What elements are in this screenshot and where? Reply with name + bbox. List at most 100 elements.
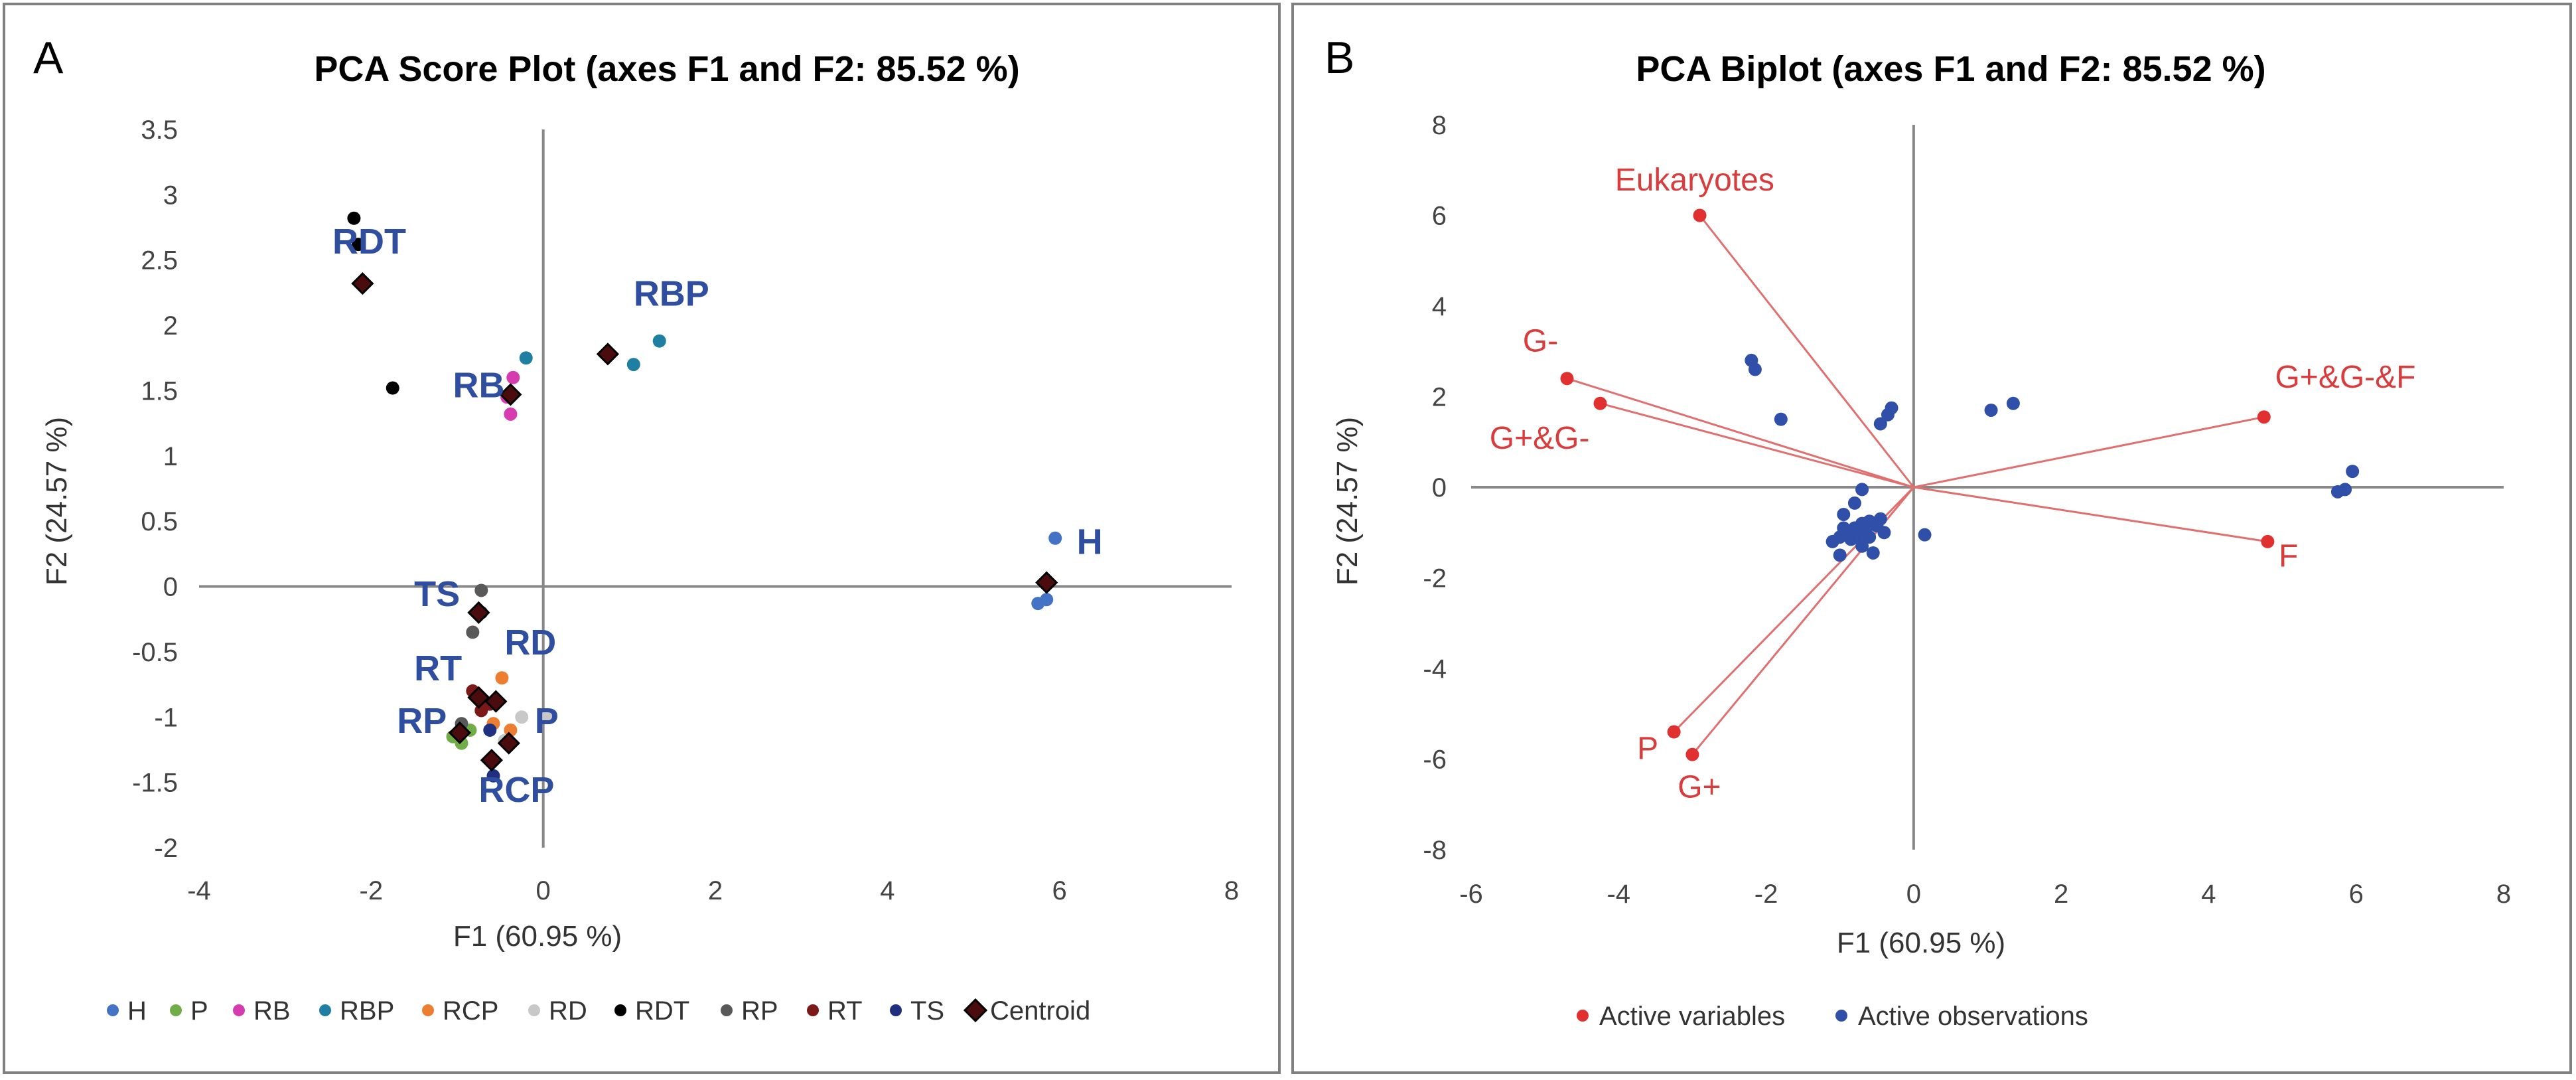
- legend-label: RBP: [340, 996, 394, 1026]
- legend-marker-ts: [890, 1004, 902, 1016]
- legend-label: RCP: [443, 996, 498, 1026]
- centroid-marker: [484, 690, 508, 713]
- centroid-marker: [1035, 571, 1058, 594]
- biplot-x-tick-label: -4: [1607, 880, 1630, 909]
- group-label: RB: [453, 365, 505, 405]
- score-y-tick-label: 3.5: [141, 116, 178, 145]
- score-y-tick-label: 1.5: [141, 376, 178, 406]
- observation-point: [1847, 496, 1861, 510]
- score-x-tick-label: 6: [1052, 876, 1067, 905]
- biplot-y-tick-label: -6: [1423, 745, 1447, 775]
- score-y-tick-label: 3: [163, 181, 178, 210]
- biplot-x-tick-label: 4: [2201, 880, 2216, 909]
- group-label: RCP: [478, 770, 554, 810]
- legend-label: RB: [253, 996, 291, 1026]
- score-y-tick-label: -2: [154, 834, 178, 863]
- legend-label: TS: [910, 996, 944, 1026]
- biplot-x-tick-label: 0: [1906, 880, 1921, 909]
- score-plot: -4 -2 0 2 4 6 83.532.521.510.50-0.5-1-1.5-2RDT…: [132, 116, 1239, 905]
- score-y-tick-label: 0.5: [141, 507, 178, 536]
- variable-vector: [1913, 486, 2268, 543]
- variable-vector: [1600, 402, 1914, 489]
- score-x-tick-label: -2: [360, 876, 384, 905]
- group-label: P: [535, 701, 559, 741]
- variable-label: P: [1637, 732, 1658, 767]
- biplot-x-tick-label: 6: [2349, 880, 2364, 909]
- observation-point: [1877, 526, 1891, 540]
- legend-marker-centroid: [963, 998, 988, 1023]
- panel-a-title: PCA Score Plot (axes F1 and F2: 85.52 %): [314, 49, 1019, 89]
- score-point-rb: [504, 407, 518, 421]
- variable-point: [1560, 372, 1574, 386]
- observation-point: [1837, 521, 1851, 535]
- score-y-tick-label: 0: [163, 573, 178, 602]
- centroid-marker: [480, 749, 503, 772]
- variable-point: [1593, 396, 1607, 410]
- centroid-marker: [448, 721, 472, 745]
- variable-point: [1693, 208, 1707, 222]
- observation-point: [1885, 401, 1898, 415]
- observation-point: [1918, 528, 1932, 542]
- centroid-marker: [467, 601, 490, 625]
- score-point-ts: [483, 723, 497, 737]
- score-point-rbp: [652, 334, 666, 348]
- centroid-marker: [596, 343, 620, 366]
- group-label: H: [1077, 522, 1103, 562]
- biplot-y-tick-label: -8: [1423, 836, 1447, 865]
- variable-point: [1667, 725, 1681, 739]
- variable-point: [2257, 410, 2271, 424]
- legend-marker-rp: [721, 1004, 733, 1016]
- legend-label: RDT: [635, 996, 689, 1026]
- score-point-rd: [515, 710, 529, 724]
- observation-point: [1748, 362, 1762, 376]
- legend-marker-h: [107, 1004, 119, 1016]
- score-point-rd: [541, 710, 555, 724]
- panel-b-frame: [1291, 3, 2572, 1074]
- panel-a-letter: A: [33, 33, 64, 83]
- group-label: RT: [414, 649, 462, 688]
- observation-point: [1833, 548, 1847, 562]
- legend-label: P: [190, 996, 208, 1026]
- score-y-tick-label: 2: [163, 311, 178, 341]
- score-point-rbp: [626, 358, 640, 372]
- biplot-y-tick-label: 2: [1432, 383, 1447, 412]
- observation-point: [1984, 403, 1998, 417]
- variable-label: G+&G-&F: [2275, 360, 2415, 395]
- score-point-rdt: [351, 238, 365, 252]
- variable-vector: [1567, 377, 1914, 489]
- legend-marker-active-observations: [1835, 1010, 1847, 1022]
- biplot-x-tick-label: -2: [1754, 880, 1778, 909]
- legend-marker-rt: [807, 1004, 819, 1016]
- legend-label: Active variables: [1599, 1002, 1785, 1031]
- score-x-tick-label: 2: [708, 876, 723, 905]
- biplot-y-tick-label: 6: [1432, 202, 1447, 231]
- legend-marker-rdt: [614, 1004, 626, 1016]
- biplot-y-tick-label: -4: [1423, 655, 1447, 684]
- legend-label: RD: [549, 996, 587, 1026]
- score-x-tick-label: -4: [187, 876, 211, 905]
- panel-a-xlabel: F1 (60.95 %): [453, 920, 622, 953]
- observation-point: [1851, 528, 1865, 542]
- variable-vector: [1699, 214, 1915, 488]
- centroid-marker: [499, 383, 522, 406]
- biplot-x-tick-label: 2: [2054, 880, 2068, 909]
- panel-b-ylabel: F2 (24.57 %): [1331, 417, 1364, 585]
- score-point-rp: [466, 625, 480, 639]
- observation-point: [1774, 412, 1788, 426]
- group-label: TS: [414, 574, 460, 614]
- panel-a-frame: [3, 3, 1281, 1074]
- variable-label: G-: [1523, 323, 1558, 358]
- legend-marker-rcp: [422, 1004, 434, 1016]
- score-y-tick-label: -0.5: [132, 638, 178, 667]
- observation-point: [2346, 465, 2360, 479]
- legend-marker-rbp: [319, 1004, 331, 1016]
- centroid-marker: [497, 732, 520, 755]
- legend-label: Active observations: [1858, 1002, 2088, 1031]
- score-point-rbp: [519, 351, 533, 365]
- variable-label: F: [2279, 538, 2298, 574]
- biplot-y-tick-label: 4: [1432, 292, 1447, 321]
- variable-point: [1685, 747, 1699, 761]
- score-point-rdt: [386, 381, 399, 395]
- panel-b-xlabel: F1 (60.95 %): [1837, 927, 2005, 959]
